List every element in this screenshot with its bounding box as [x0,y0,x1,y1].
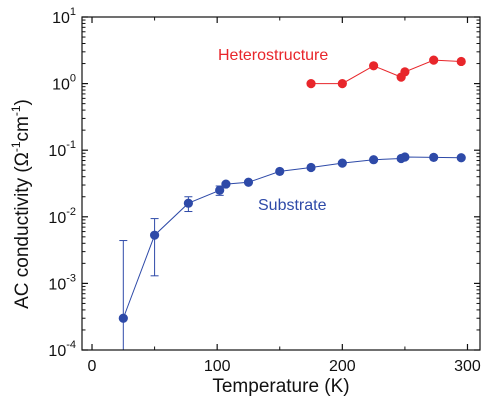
y-tick-label: 10-3 [48,272,76,293]
series-label-substrate: Substrate [258,197,327,214]
y-tick-base: 10 [52,10,70,27]
x-tick-label: 0 [88,358,97,375]
data-point-substrate [429,152,439,162]
y-tick-base: 10 [48,143,66,160]
y-tick-exponent: -2 [66,206,76,218]
data-point-substrate [275,166,285,177]
series-line-heterostructure [311,59,462,85]
x-tick-label: 200 [329,358,356,375]
data-point-heterostructure [400,67,410,77]
data-point-substrate [306,162,316,173]
data-point-substrate [183,198,193,208]
y-tick-base: 10 [48,210,66,227]
y-tick-base: 10 [48,343,66,360]
y-axis-title-exp1: -1 [9,141,23,152]
data-point-substrate [369,155,379,165]
data-point-heterostructure [369,61,379,71]
x-axis-title: Temperature (K) [212,376,349,397]
y-tick-exponent: 1 [70,6,76,18]
data-point-heterostructure [429,55,439,65]
data-point-substrate [400,152,410,162]
data-point-substrate [118,313,128,323]
y-axis-title-main: AC conductivity ( [12,166,33,309]
data-point-substrate [215,185,225,195]
data-point-substrate [337,158,347,168]
data-point-heterostructure [456,56,466,67]
data-point-heterostructure [337,79,347,89]
y-tick-base: 10 [52,77,70,94]
data-point-substrate [221,179,231,189]
y-tick-label: 10-1 [48,139,76,160]
series-label-heterostructure: Heterostructure [218,47,328,64]
y-tick-label: 101 [52,6,76,27]
data-point-heterostructure [306,79,316,89]
y-tick-label: 10-2 [48,206,76,227]
series-layer [118,55,466,350]
y-tick-exponent: -3 [66,272,76,284]
y-axis-title-exp2: -1 [9,105,23,116]
x-tick-label: 300 [454,358,481,375]
y-tick-label: 100 [52,73,76,94]
data-point-substrate [243,177,254,187]
y-tick-exponent: -1 [66,139,76,151]
y-tick-label: 10-4 [48,339,76,360]
y-axis-title-end: ) [12,99,33,105]
y-tick-exponent: 0 [70,73,76,85]
y-axis-title: AC conductivity (Ω-1cm-1) [9,99,33,309]
data-point-substrate [456,153,466,163]
plot-frame [81,16,481,351]
x-tick-label: 100 [204,358,231,375]
y-axis-title-unit: Ω [12,152,33,166]
series-line-substrate [122,156,462,319]
y-axis-title-mid: cm [12,116,33,141]
y-tick-exponent: -4 [66,339,76,351]
data-point-substrate [149,230,160,240]
y-tick-base: 10 [48,276,66,293]
